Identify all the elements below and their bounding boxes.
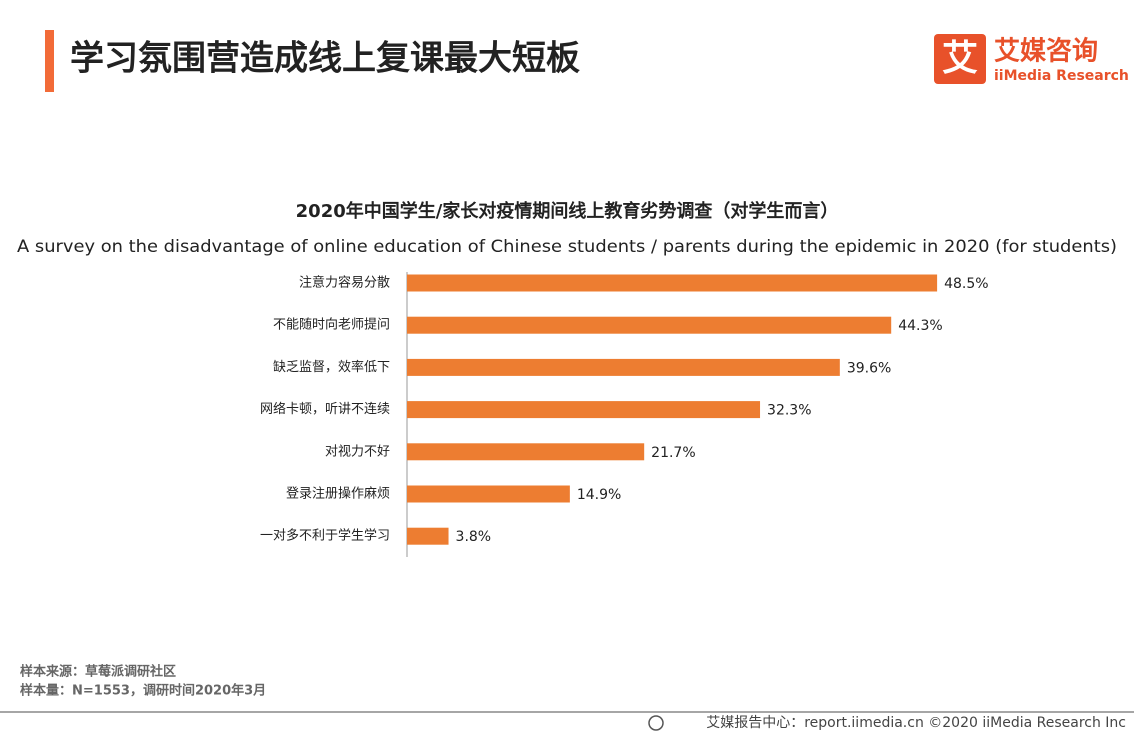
value-label: 48.5% [944, 276, 988, 292]
bar [407, 274, 938, 292]
category-label: 注意力容易分散 [299, 275, 390, 291]
chart-subtitle: A survey on the disadvantage of online e… [17, 237, 1117, 257]
logo-sub: iiMedia Research [994, 68, 1129, 84]
bar [407, 443, 645, 461]
note: 样本量：N=1553，调研时间2020年3月 [20, 683, 266, 699]
bar [407, 485, 570, 503]
category-label: 对视力不好 [325, 444, 390, 459]
value-label: 39.6% [847, 360, 891, 376]
category-label: 缺乏监督，效率低下 [273, 359, 390, 375]
category-label: 不能随时向老师提问 [273, 317, 390, 333]
bar [407, 527, 449, 545]
footer-text: 艾媒报告中心：report.iimedia.cn ©2020 iiMedia R… [706, 715, 1126, 731]
value-label: 3.8% [456, 529, 492, 545]
logo-box [934, 34, 986, 84]
bar [407, 316, 892, 334]
logo-name: 艾媒咨询 [994, 36, 1098, 67]
bar [407, 401, 761, 419]
bar [407, 358, 840, 376]
title-accent [45, 30, 54, 92]
category-label: 网络卡顿，听讲不连续 [260, 401, 390, 417]
category-label: 登录注册操作麻烦 [286, 486, 390, 502]
slide-title: 学习氛围营造成线上复课最大短板 [70, 39, 580, 79]
value-label: 14.9% [577, 487, 621, 503]
value-label: 44.3% [898, 318, 942, 334]
chart-title: 2020年中国学生/家长对疫情期间线上教育劣势调查（对学生而言） [296, 200, 839, 222]
footer-icon [648, 715, 664, 731]
value-label: 32.3% [767, 403, 811, 419]
value-label: 21.7% [651, 445, 695, 461]
note: 样本来源：草莓派调研社区 [20, 664, 176, 680]
logo-mark: 艾 [942, 38, 978, 79]
category-label: 一对多不利于学生学习 [260, 528, 390, 544]
